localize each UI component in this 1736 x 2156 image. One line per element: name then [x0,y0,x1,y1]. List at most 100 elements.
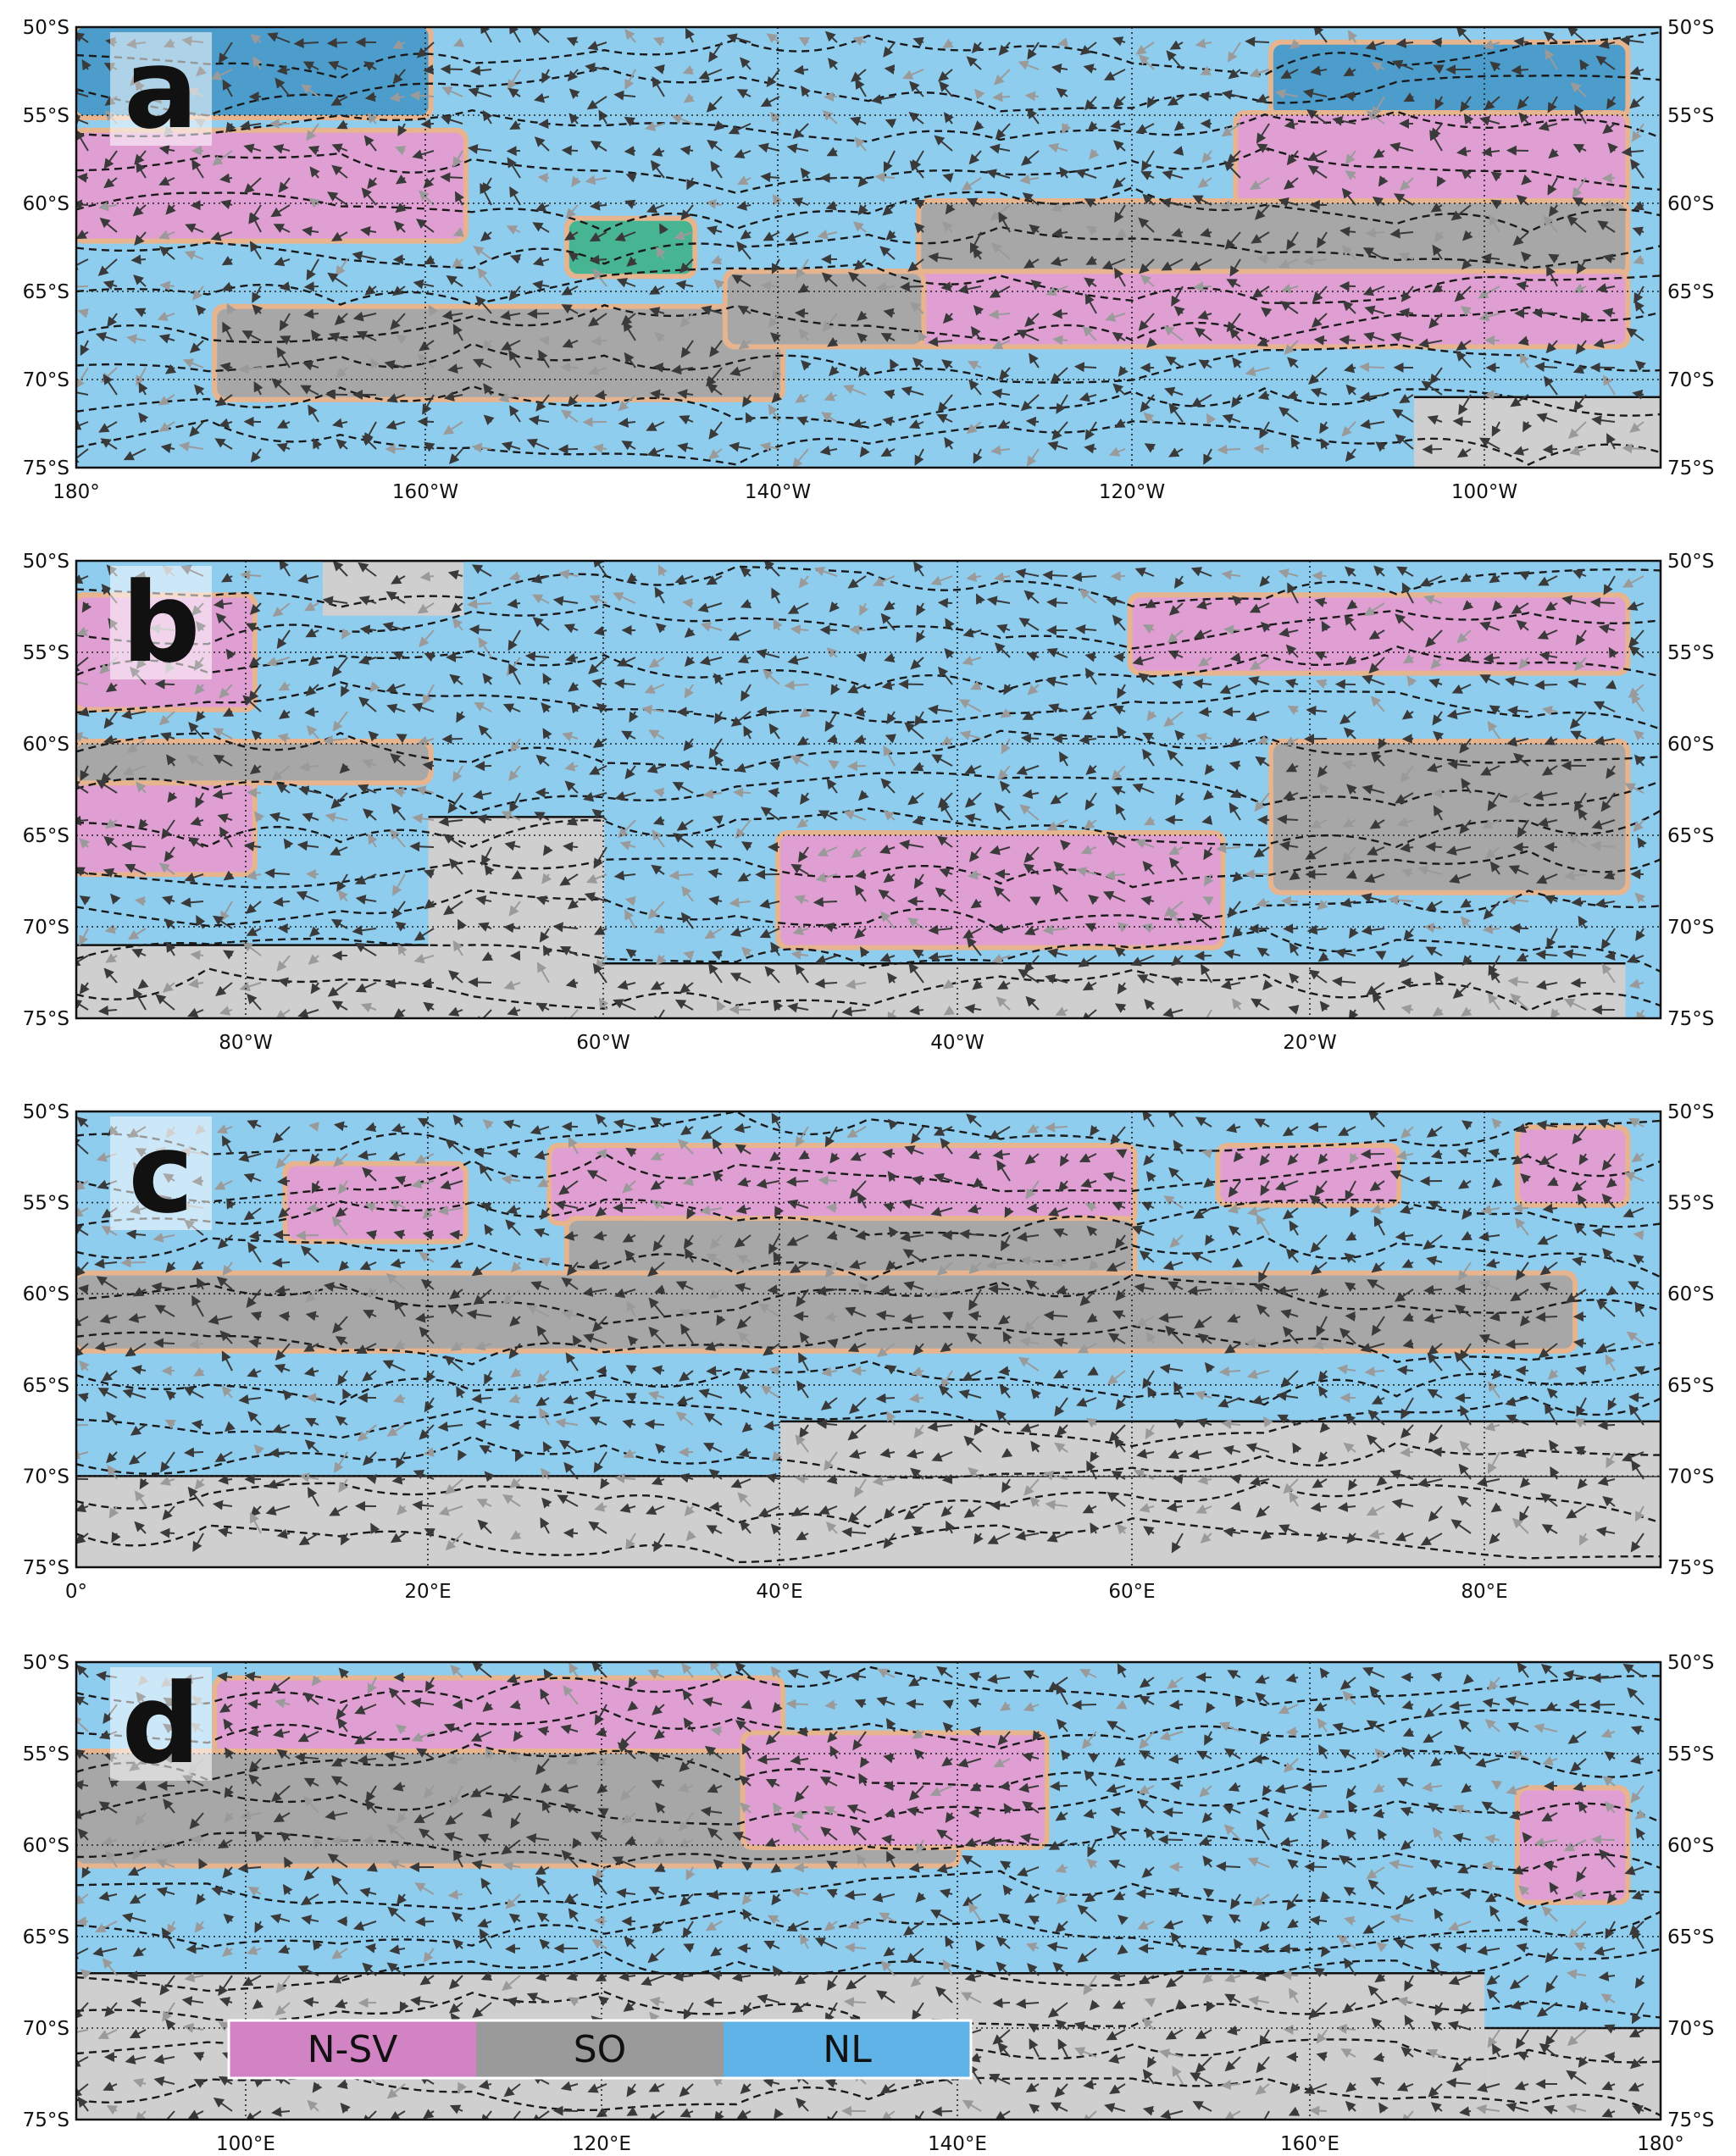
green-region [568,220,693,274]
velocity-arrow [909,80,924,97]
velocity-arrow [968,150,982,165]
velocity-arrow [220,199,233,210]
velocity-arrow [1307,164,1328,179]
velocity-arrow [1024,91,1040,102]
velocity-arrow [1256,143,1270,153]
velocity-arrow [308,197,320,208]
velocity-arrow [1112,177,1126,189]
velocity-arrow [818,1175,838,1186]
velocity-arrow [158,144,175,155]
lat-tick-label: 60°S [1667,193,1714,215]
velocity-arrow [989,143,1011,154]
velocity-arrow [306,123,319,141]
velocity-arrow [509,119,521,130]
panel-label: a [124,25,198,153]
velocity-arrow [1057,37,1068,47]
velocity-arrow [1018,60,1040,70]
legend-label: N-SV [308,2028,398,2071]
velocity-arrow [1517,96,1529,110]
velocity-arrow [822,109,838,125]
velocity-arrow [1365,40,1385,51]
velocity-arrow [1279,1943,1299,1954]
velocity-arrow [800,167,811,179]
velocity-arrow [507,157,521,179]
velocity-arrow [1400,177,1414,191]
velocity-arrow [130,254,147,265]
velocity-arrow [1619,35,1644,46]
velocity-arrow [1513,36,1529,47]
velocity-arrow [644,1419,665,1430]
velocity-arrow [1567,27,1587,43]
velocity-arrow [134,150,147,165]
lat-tick-label: 60°S [1667,734,1714,756]
velocity-arrow [1372,197,1385,207]
velocity-arrow [1141,150,1155,172]
lon-tick-label: 80°W [219,1032,273,1054]
velocity-arrow [1051,63,1068,74]
velocity-arrow [625,173,637,183]
velocity-arrow [250,34,262,45]
velocity-arrow [995,868,1011,879]
velocity-arrow [801,85,811,97]
streamline [76,146,1661,195]
velocity-arrow [1403,92,1415,103]
velocity-arrow [474,761,492,772]
velocity-arrow [326,37,348,48]
velocity-arrow [974,88,985,100]
velocity-arrow [1219,200,1241,211]
velocity-arrow [1461,169,1473,180]
velocity-arrow [680,204,694,221]
velocity-arrow [966,197,982,208]
velocity-arrow [1591,1834,1616,1845]
velocity-arrow [1223,160,1241,179]
velocity-arrow [698,69,723,80]
velocity-arrow [1574,104,1587,125]
lon-tick-label: 60°E [1108,1581,1155,1603]
velocity-arrow [534,92,550,103]
velocity-arrow [1506,145,1529,156]
velocity-arrow [652,147,665,157]
velocity-arrow [1074,169,1097,179]
lat-tick-label: 75°S [1667,1008,1714,1030]
velocity-arrow [191,158,204,179]
velocity-arrow [683,92,695,103]
velocity-arrow [219,173,233,184]
velocity-arrow [1228,69,1241,80]
velocity-arrow [1628,1392,1644,1403]
velocity-arrow [538,119,550,130]
velocity-arrow [1248,923,1270,934]
so-region [217,308,781,397]
velocity-arrow [132,204,147,217]
velocity-arrow [302,225,319,236]
velocity-arrow [1360,1149,1385,1160]
velocity-arrow [1051,308,1068,319]
lat-tick-label: 65°S [1667,1375,1714,1397]
land-region [604,963,1626,1018]
lon-tick-label: 40°W [930,1032,984,1054]
lon-tick-label: 180° [1637,2133,1683,2155]
lat-tick-label: 60°S [23,1835,69,1857]
velocity-arrow [847,761,867,772]
velocity-arrow [596,1148,607,1159]
velocity-arrow [76,1916,89,1927]
velocity-arrow [1289,39,1301,50]
velocity-arrow [421,978,435,989]
velocity-arrow [1084,198,1097,208]
velocity-arrow [825,200,838,211]
velocity-arrow [452,1699,463,1710]
velocity-arrow [309,166,320,179]
velocity-arrow [1193,281,1212,292]
velocity-arrow [1221,89,1241,100]
velocity-arrow [586,96,607,110]
lat-tick-label: 65°S [1667,281,1714,303]
velocity-arrow [585,62,607,73]
velocity-arrow [1597,1420,1616,1431]
velocity-arrow [1481,147,1500,158]
velocity-arrow [1598,39,1616,49]
velocity-arrow [1395,37,1414,48]
velocity-arrow [1629,96,1644,109]
velocity-arrow [561,145,579,156]
velocity-arrow [966,56,982,70]
lat-tick-label: 50°S [1667,551,1714,573]
